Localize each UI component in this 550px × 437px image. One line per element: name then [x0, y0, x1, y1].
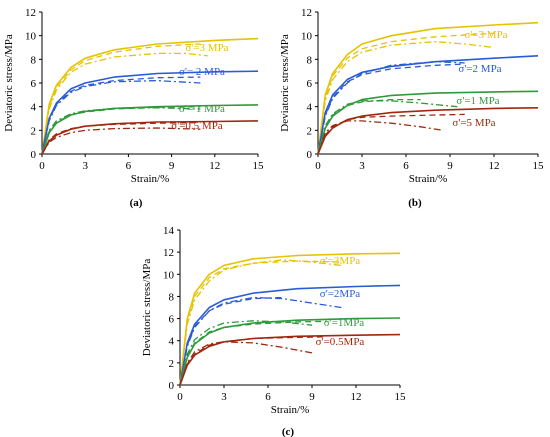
x-tick-label: 12	[489, 160, 500, 172]
series-line-solid	[41, 70, 259, 155]
y-tick-label: 4	[31, 102, 37, 114]
series-line-solid	[41, 120, 259, 155]
series-line-dashed	[317, 113, 465, 155]
x-axis-title: Strain/%	[271, 404, 310, 416]
series-line-dashed	[179, 320, 327, 386]
panel-label: (a)	[130, 197, 143, 209]
chart-panel-b: 0 2 4 6 8 10 12 0 3 6 9 12 15 Strain/% Deviatoric stre…	[279, 7, 544, 209]
series-line-dashdot	[179, 296, 342, 386]
series-line-solid	[179, 317, 401, 386]
series-line-dashed	[317, 63, 465, 155]
series-line-dashed	[179, 260, 342, 386]
curve-label: σ'=0.5MPa	[316, 336, 365, 348]
y-tick-label: 10	[25, 31, 37, 43]
y-tick-label: 12	[163, 247, 174, 259]
y-tick-label: 4	[307, 102, 313, 114]
series-line-solid	[317, 90, 539, 155]
series-line-solid	[179, 284, 401, 386]
series-line-solid	[317, 21, 539, 155]
y-tick-label: 8	[169, 291, 175, 303]
chart-panel-a: 0 2 4 6 8 10 12 0 3 6 9 12 15 Strain/% Deviatoric stre…	[3, 7, 264, 209]
y-axis-title: Deviatoric stress/MPa	[279, 34, 291, 132]
series-line-dashdot	[41, 52, 208, 155]
series-line-dashed	[41, 43, 201, 155]
series-line-solid	[317, 107, 539, 155]
series-line-solid	[41, 104, 259, 155]
y-tick-label: 6	[169, 314, 175, 326]
curve-label: σ'=1 MPa	[456, 95, 499, 107]
y-tick-label: 8	[31, 54, 37, 66]
x-tick-label: 9	[169, 160, 175, 172]
series-line-dashed	[41, 121, 201, 155]
series-line-dashed	[179, 336, 327, 386]
series-line-dashed	[317, 32, 495, 155]
series-line-dashdot	[41, 107, 201, 155]
x-tick-label: 6	[403, 160, 409, 172]
curve-label: σ'=1MPa	[324, 317, 365, 329]
curve-label: σ'=5 MPa	[452, 117, 495, 129]
curve-label: σ'=3 MPa	[464, 29, 507, 41]
curve-label: σ'=3 MPa	[185, 42, 228, 54]
y-tick-label: 6	[307, 78, 313, 90]
y-tick-label: 2	[307, 125, 313, 137]
y-tick-label: 4	[169, 336, 175, 348]
chart-panel-c: 0 2 4 6 8 10 12 14 0 3 6 9 12 15 Strain/% Deviatoric st…	[141, 225, 406, 437]
series-line-solid	[179, 333, 401, 386]
series-line-dashdot	[41, 79, 201, 155]
curve-label: σ'=0.5 MPa	[171, 120, 223, 132]
y-tick-label: 10	[301, 31, 313, 43]
y-tick-label: 12	[301, 7, 312, 19]
series-line-dashdot	[317, 61, 465, 155]
y-tick-label: 0	[307, 149, 313, 161]
y-tick-label: 14	[163, 225, 175, 237]
y-axis-title: Deviatoric stress/MPa	[141, 259, 153, 357]
x-tick-label: 6	[265, 391, 271, 403]
y-tick-label: 2	[169, 358, 175, 370]
series-line-dashed	[317, 98, 421, 155]
x-tick-label: 0	[39, 160, 45, 172]
y-tick-label: 0	[31, 149, 37, 161]
y-tick-label: 8	[307, 54, 313, 66]
y-tick-label: 0	[169, 380, 175, 392]
y-tick-label: 6	[31, 78, 37, 90]
curve-label: σ'=3MPa	[320, 255, 361, 267]
x-tick-label: 15	[395, 391, 407, 403]
series-line-dashed	[41, 76, 201, 155]
curve-label: σ'= 2 MPa	[179, 66, 225, 78]
x-tick-label: 6	[126, 160, 132, 172]
x-tick-label: 0	[315, 160, 321, 172]
x-tick-label: 12	[351, 391, 362, 403]
series-line-solid	[317, 55, 539, 155]
x-axis-title: Strain/%	[409, 173, 448, 185]
x-tick-label: 12	[209, 160, 220, 172]
x-tick-label: 15	[253, 160, 265, 172]
series-line-solid	[41, 37, 259, 155]
series-line-dashdot	[41, 127, 201, 155]
curve-label: σ'= 1 MPa	[179, 103, 225, 115]
y-tick-label: 12	[25, 7, 36, 19]
curve-label: σ'=2MPa	[320, 288, 361, 300]
x-axis-title: Strain/%	[131, 173, 170, 185]
series-line-dashdot	[317, 120, 443, 155]
y-tick-label: 2	[31, 125, 37, 137]
x-tick-label: 9	[447, 160, 453, 172]
x-tick-label: 0	[177, 391, 183, 403]
series-line-dashdot	[317, 100, 458, 155]
y-axis-title: Deviatoric stress/MPa	[3, 34, 15, 132]
x-tick-label: 9	[309, 391, 315, 403]
y-tick-label: 10	[163, 269, 175, 281]
series-line-dashdot	[179, 341, 313, 386]
x-tick-label: 3	[82, 160, 88, 172]
panel-label: (c)	[282, 426, 295, 437]
x-tick-label: 3	[221, 391, 227, 403]
x-tick-label: 3	[359, 160, 365, 172]
series-line-dashdot	[317, 40, 495, 155]
series-line-solid	[179, 252, 401, 386]
curve-label: σ'=2 MPa	[458, 63, 501, 75]
panel-label: (b)	[408, 197, 422, 209]
x-tick-label: 15	[533, 160, 545, 172]
